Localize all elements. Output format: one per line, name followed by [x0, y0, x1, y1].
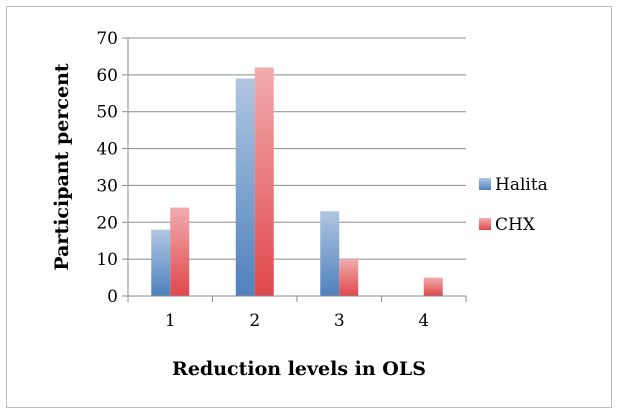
x-tick-label: 1	[165, 311, 176, 331]
y-tick-label: 10	[96, 250, 118, 270]
y-tick-label: 50	[96, 103, 118, 123]
y-tick-label: 0	[107, 287, 118, 307]
x-axis-title: Reduction levels in OLS	[172, 358, 426, 380]
x-axis-tick-labels: 1 2 3 4	[127, 296, 467, 331]
bar-chx-3	[339, 259, 359, 296]
bar-chx-2	[254, 67, 274, 296]
y-tick-label: 60	[96, 66, 118, 86]
x-tick-label: 3	[334, 311, 345, 331]
legend: Halita CHX	[479, 175, 548, 235]
x-tick-label: 2	[249, 311, 260, 331]
legend-label-halita: Halita	[495, 175, 548, 195]
bar-halita-1	[151, 229, 171, 296]
y-tick-label: 20	[96, 213, 118, 233]
y-axis-tick-labels: 0 10 20 30 40 50 60 70	[96, 29, 118, 307]
y-tick-label: 70	[96, 29, 118, 49]
y-tick-label: 30	[96, 176, 118, 196]
bar-halita-2	[235, 78, 255, 297]
bar-halita-3	[320, 211, 340, 296]
bar-chx-1	[170, 207, 190, 296]
legend-label-chx: CHX	[495, 215, 536, 235]
bar-chx-4	[423, 277, 443, 296]
legend-swatch-halita	[479, 178, 491, 190]
chart-frame	[6, 6, 612, 408]
legend-swatch-chx	[479, 218, 491, 230]
x-tick-label: 4	[418, 311, 429, 331]
y-axis-title: Participant percent	[51, 63, 73, 271]
bars	[151, 67, 443, 297]
y-tick-label: 40	[96, 140, 118, 160]
